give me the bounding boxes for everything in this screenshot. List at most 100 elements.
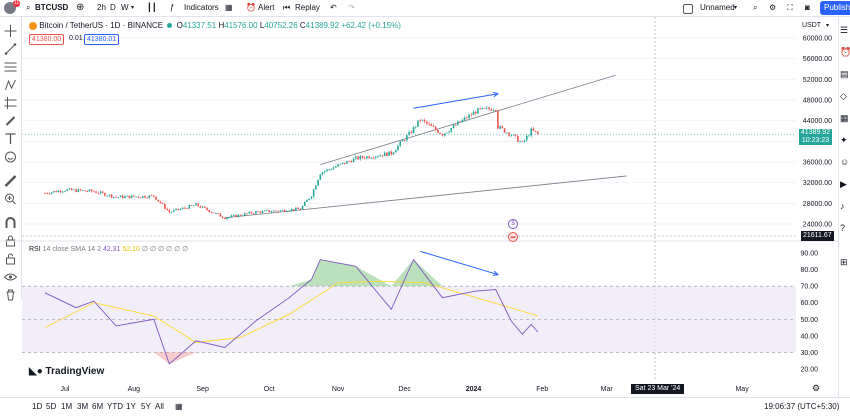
brush-icon[interactable] bbox=[4, 115, 17, 127]
magnet-icon[interactable] bbox=[4, 217, 17, 229]
pine-icon[interactable]: ⊞ bbox=[840, 257, 848, 267]
streams-icon[interactable]: ▶ bbox=[840, 179, 847, 189]
candle-body bbox=[412, 127, 415, 134]
clock[interactable]: 19:06:37 (UTC+5:30) bbox=[764, 402, 840, 411]
main-legend: Bitcoin / TetherUS · 1D · BINANCE O41337… bbox=[29, 21, 401, 31]
lock-drawings-icon[interactable] bbox=[4, 253, 17, 265]
candle-body bbox=[268, 210, 271, 212]
ohlc-open-label: O bbox=[176, 21, 183, 30]
currency-label[interactable]: USDT bbox=[802, 22, 822, 29]
candle-body bbox=[426, 121, 428, 124]
candle-body bbox=[195, 203, 197, 206]
calendar-icon[interactable]: ▦ bbox=[840, 113, 849, 123]
chevron-down-icon[interactable]: ▾ bbox=[734, 5, 738, 11]
range-5y[interactable]: 5Y bbox=[141, 402, 151, 411]
range-1m[interactable]: 1M bbox=[61, 402, 73, 411]
sell-price-box[interactable]: 41380.00 bbox=[29, 34, 65, 45]
indicators-icon[interactable]: ƒ bbox=[170, 3, 175, 12]
event-dividends-icon[interactable]: $ bbox=[508, 219, 518, 229]
rsi-extras: ∅ ∅ ∅ ∅ ∅ ∅ bbox=[141, 246, 189, 253]
watchlist-icon[interactable]: ☰ bbox=[840, 25, 849, 35]
range-1y[interactable]: 1Y bbox=[126, 402, 136, 411]
camera-icon[interactable]: ◙ bbox=[805, 3, 810, 12]
search-icon[interactable]: ⌕ bbox=[26, 3, 31, 12]
candle-body bbox=[343, 162, 346, 164]
help-icon[interactable]: ? bbox=[840, 223, 846, 233]
settings-icon[interactable]: ⚙ bbox=[769, 3, 777, 12]
range-all[interactable]: All bbox=[155, 402, 164, 411]
price-arrow bbox=[413, 93, 498, 109]
drawing-toolbar bbox=[0, 17, 22, 301]
candle-body bbox=[488, 107, 490, 110]
symbol-search[interactable]: BTCUSD bbox=[35, 3, 69, 12]
candle-body bbox=[406, 135, 408, 141]
trendline-icon[interactable] bbox=[4, 43, 17, 55]
layout-checkbox[interactable] bbox=[683, 4, 693, 14]
replay-icon[interactable]: ⏮ bbox=[283, 3, 291, 12]
candle-body bbox=[357, 156, 359, 160]
alert-icon[interactable]: ⏰ bbox=[246, 3, 256, 12]
candle-body bbox=[501, 126, 504, 129]
layouts-icon[interactable]: ▦ bbox=[225, 3, 233, 12]
notifications-icon[interactable]: ♪ bbox=[840, 201, 845, 211]
candle-body bbox=[137, 196, 140, 198]
interval-w[interactable]: W bbox=[121, 3, 129, 12]
range-5d[interactable]: 5D bbox=[46, 402, 57, 411]
search-icon[interactable]: ⌕ bbox=[753, 3, 758, 12]
lock-icon[interactable] bbox=[4, 235, 17, 247]
time-tick-label: 2024 bbox=[466, 386, 482, 393]
alert-button[interactable]: Alert bbox=[258, 3, 275, 12]
replay-button[interactable]: Replay bbox=[295, 3, 320, 12]
redo-icon[interactable]: ↷ bbox=[348, 3, 355, 12]
news-icon[interactable]: ▤ bbox=[840, 69, 849, 79]
candle-body bbox=[239, 214, 242, 216]
candle-body bbox=[363, 157, 366, 159]
symbol-title[interactable]: Bitcoin / TetherUS · 1D · BINANCE bbox=[39, 21, 164, 30]
chevron-down-icon[interactable]: ▾ bbox=[131, 5, 135, 11]
ruler-icon[interactable] bbox=[4, 175, 17, 187]
chat-icon[interactable]: ☺ bbox=[840, 157, 850, 167]
candle-body bbox=[468, 114, 470, 119]
buy-price-box[interactable]: 41380.01 bbox=[84, 34, 120, 45]
forecast-icon[interactable] bbox=[4, 97, 17, 109]
indicators-button[interactable]: Indicators bbox=[184, 3, 219, 12]
eye-icon[interactable] bbox=[4, 271, 17, 283]
zoom-in-icon[interactable] bbox=[4, 193, 17, 205]
chevron-down-icon[interactable]: ▾ bbox=[826, 23, 830, 29]
candle-body bbox=[106, 195, 108, 197]
event-flag-icon[interactable]: ▬ bbox=[508, 232, 518, 242]
range-6m[interactable]: 6M bbox=[92, 402, 104, 411]
range-ytd[interactable]: YTD bbox=[107, 402, 123, 411]
fullscreen-icon[interactable]: ⛶ bbox=[787, 3, 793, 12]
interval-d[interactable]: D bbox=[110, 3, 116, 12]
text-icon[interactable] bbox=[4, 133, 17, 145]
trash-icon[interactable] bbox=[4, 289, 17, 301]
publish-button[interactable]: Publish bbox=[820, 1, 850, 15]
candle-body bbox=[177, 208, 180, 210]
undo-icon[interactable]: ↶ bbox=[330, 3, 337, 12]
crosshair-icon[interactable] bbox=[4, 25, 17, 37]
date-range-icon[interactable]: ▦ bbox=[175, 402, 183, 411]
tradingview-logo[interactable]: ◣● TradingView bbox=[29, 366, 104, 377]
interval-2h[interactable]: 2h bbox=[97, 3, 106, 12]
symbol-logo-icon[interactable] bbox=[29, 21, 37, 30]
rsi-name[interactable]: RSI bbox=[29, 246, 41, 253]
layers-icon[interactable]: ◇ bbox=[840, 91, 847, 101]
ideas-icon[interactable]: ✦ bbox=[840, 135, 848, 145]
alerts-icon[interactable]: ⏰ bbox=[840, 47, 850, 57]
candles-icon[interactable]: ┃┃ bbox=[147, 3, 157, 12]
pattern-icon[interactable] bbox=[4, 79, 17, 91]
range-1d[interactable]: 1D bbox=[32, 402, 43, 411]
candle-body bbox=[441, 133, 444, 136]
spread-value: 0.01 bbox=[69, 35, 83, 42]
layout-name[interactable]: Unnamed bbox=[700, 3, 735, 12]
fib-icon[interactable] bbox=[4, 61, 17, 73]
candle-body bbox=[241, 215, 244, 217]
range-3m[interactable]: 3M bbox=[77, 402, 89, 411]
compare-icon[interactable]: ⊕ bbox=[76, 2, 85, 13]
candle-body bbox=[81, 190, 84, 192]
chart-settings-icon[interactable]: ⚙ bbox=[812, 383, 821, 393]
rsi-legend: RSI 14 close SMA 14 2 42.31 52.10 ∅ ∅ ∅ … bbox=[29, 245, 188, 255]
emoji-icon[interactable] bbox=[4, 151, 17, 163]
